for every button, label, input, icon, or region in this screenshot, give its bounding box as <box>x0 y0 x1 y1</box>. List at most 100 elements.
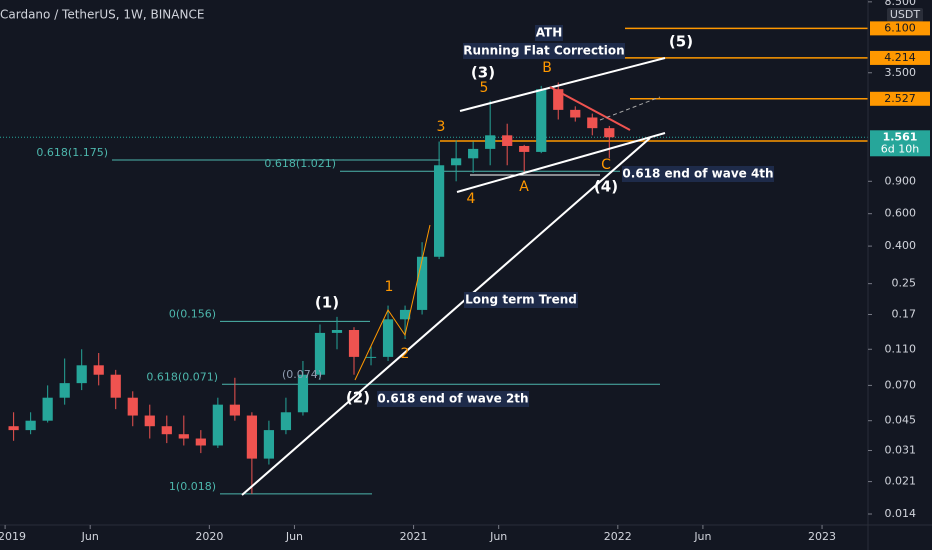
annotation: Long term Trend <box>465 293 577 307</box>
annotation: 3 <box>437 119 446 135</box>
candle-body <box>604 128 615 138</box>
candle-body <box>25 420 36 431</box>
y-tick-label: 0.070 <box>885 378 917 391</box>
candle-body <box>331 329 343 333</box>
y-tick-label: 3.500 <box>885 66 917 79</box>
y-tick-label: 0.600 <box>885 207 917 220</box>
price-label-box <box>870 91 930 106</box>
fib-label: 0.618(0.071) <box>146 370 218 383</box>
x-tick-label: Jun <box>285 530 303 543</box>
candle-body <box>246 415 257 459</box>
annotation: 1 <box>385 279 394 295</box>
candle-body <box>8 426 19 431</box>
y-tick-label: 0.400 <box>885 239 917 252</box>
fib-label: 0.618(1.175) <box>36 146 108 159</box>
y-tick-label: 0.900 <box>885 174 917 187</box>
annotation: (1) <box>315 294 339 312</box>
fib-label: 0(0.156) <box>169 307 216 320</box>
candle-body <box>519 145 530 152</box>
candle-body <box>365 356 377 358</box>
annotation: (4) <box>594 178 618 196</box>
x-tick-label: 2019 <box>0 530 26 543</box>
label-box <box>377 391 529 407</box>
x-tick-label: 2021 <box>400 530 428 543</box>
candle-body <box>502 135 513 146</box>
x-tick-label: 2020 <box>195 530 223 543</box>
candle-body <box>229 404 240 416</box>
annotation: A <box>519 179 529 195</box>
label-box <box>622 166 774 182</box>
x-tick-label: Jun <box>489 530 507 543</box>
annotation: C <box>601 157 611 173</box>
candle-body <box>127 397 138 416</box>
y-tick-label: 0.014 <box>885 507 917 520</box>
candle-body <box>348 329 360 357</box>
fib-label: 0.618(1.021) <box>264 157 336 170</box>
x-tick-label: Jun <box>693 530 711 543</box>
wedge-line <box>549 86 631 131</box>
x-tick-label: 2022 <box>604 530 632 543</box>
dashed-line <box>599 96 661 121</box>
candle-body <box>382 319 394 357</box>
wave-line <box>354 224 431 381</box>
last-price-label: 1.561 <box>883 130 918 143</box>
channel-lower <box>456 132 666 193</box>
candle-body <box>59 383 70 398</box>
y-tick-label: 0.25 <box>892 277 917 290</box>
annotation: B <box>542 60 552 76</box>
fib-label: 1(0.018) <box>169 480 216 493</box>
candle-body <box>110 374 121 398</box>
countdown-label: 6d 10h <box>881 142 919 155</box>
annotation: Running Flat Correction <box>463 44 624 58</box>
candle-body <box>178 434 189 439</box>
annotation: 5 <box>480 80 489 96</box>
trend-line <box>241 137 651 496</box>
annotation: (0.074) <box>282 368 322 381</box>
drawings <box>241 57 666 496</box>
candle-body <box>212 404 223 446</box>
candle-body <box>195 438 206 446</box>
candle-body <box>263 430 275 459</box>
y-tick-label: 0.110 <box>885 342 917 355</box>
last-price-box <box>870 130 930 157</box>
price-label: 4.214 <box>884 51 916 64</box>
x-tick-label: Jun <box>81 530 99 543</box>
candle-body <box>93 365 104 375</box>
x-tick-label: 2023 <box>808 530 836 543</box>
annotation: 2 <box>401 346 410 362</box>
candle-body <box>314 332 326 375</box>
candle-body <box>280 412 292 431</box>
candle-body <box>42 397 53 421</box>
y-tick-label: 0.021 <box>885 475 917 488</box>
candle-body <box>485 135 496 149</box>
chart-title: Cardano / TetherUS, 1W, BINANCE <box>0 8 204 22</box>
candle-body <box>587 117 598 129</box>
annotation: 0.618 end of wave 2th <box>377 392 528 406</box>
candle-body <box>76 365 87 384</box>
annotation: 4 <box>467 191 476 207</box>
price-label-box <box>870 21 930 36</box>
currency-label: USDT <box>890 8 921 21</box>
label-box <box>464 292 578 308</box>
annotation: (2) <box>346 389 370 407</box>
annotation: (5) <box>669 33 693 51</box>
annotation: (3) <box>471 64 495 82</box>
label-box <box>535 25 563 41</box>
y-tick-label: 0.17 <box>892 307 917 320</box>
annotation: ATH <box>536 26 563 40</box>
candle-body <box>297 374 309 413</box>
label-box <box>463 43 625 59</box>
y-tick-label: 0.045 <box>885 414 917 427</box>
price-label: 2.527 <box>884 92 916 105</box>
price-label: 6.100 <box>884 21 916 34</box>
candle-body <box>468 148 479 159</box>
currency-box <box>887 8 923 22</box>
candle-body <box>553 89 564 110</box>
candle-body <box>570 109 581 118</box>
channel-upper <box>459 57 666 112</box>
candle-body <box>144 415 155 427</box>
candle-body <box>416 256 428 310</box>
candle-body <box>399 309 411 320</box>
y-tick-label: 0.031 <box>885 443 917 456</box>
